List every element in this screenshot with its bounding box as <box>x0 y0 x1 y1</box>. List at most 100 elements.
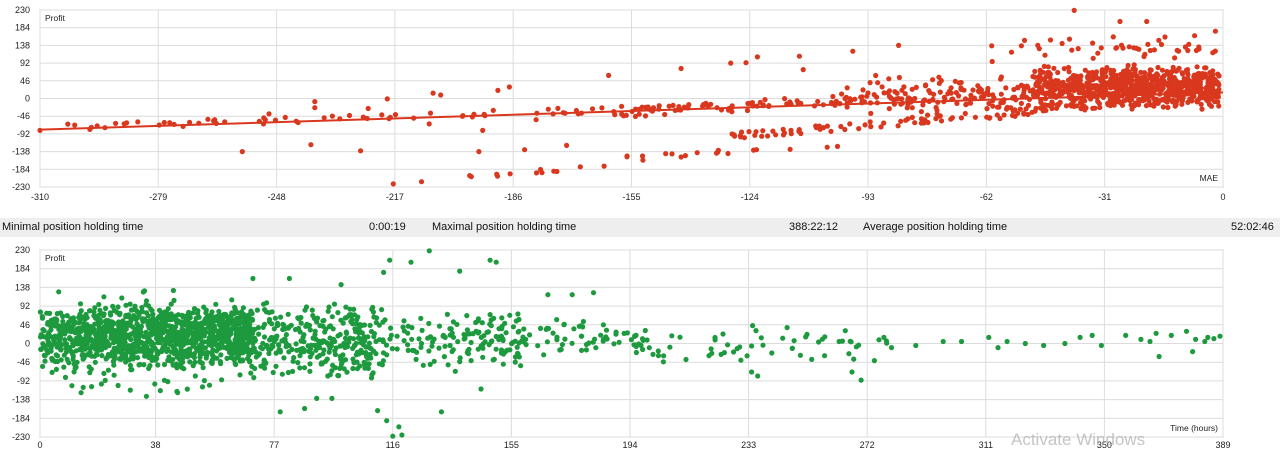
data-point <box>1027 88 1033 94</box>
data-point <box>782 96 788 102</box>
data-point <box>934 107 940 113</box>
data-point <box>1075 80 1081 86</box>
data-point <box>254 307 260 313</box>
data-point <box>132 303 138 309</box>
data-point <box>1113 90 1119 96</box>
data-point <box>121 324 127 330</box>
data-point <box>503 330 509 336</box>
data-point <box>1131 62 1137 68</box>
data-point <box>143 302 149 308</box>
data-point <box>600 322 607 328</box>
data-point <box>427 361 433 367</box>
data-point <box>350 336 357 342</box>
data-point <box>145 313 151 319</box>
data-point <box>1171 74 1177 81</box>
data-point <box>1211 336 1217 342</box>
data-point <box>198 351 204 357</box>
data-point <box>1098 45 1104 51</box>
data-point <box>98 347 105 353</box>
data-point <box>981 91 987 97</box>
data-point <box>335 310 341 316</box>
data-point <box>1078 100 1084 106</box>
data-point <box>426 348 432 354</box>
data-point <box>1117 99 1123 105</box>
data-point <box>493 346 499 352</box>
data-point <box>129 342 135 348</box>
data-point <box>995 345 1001 351</box>
holding-time-profit-chart: 0 38 77 116 155 194 233 272 311 350 389 230 184 138 92… <box>12 245 1231 450</box>
data-point <box>202 320 208 326</box>
data-point <box>1049 105 1055 112</box>
data-point <box>738 357 744 363</box>
data-point <box>426 320 432 327</box>
data-point <box>344 369 350 375</box>
data-point <box>58 342 65 348</box>
data-point <box>140 309 146 315</box>
x-tick-label: -217 <box>386 192 404 202</box>
data-point <box>110 358 116 365</box>
data-point <box>1098 342 1104 349</box>
data-point <box>302 405 308 412</box>
data-point <box>481 333 487 339</box>
data-point <box>225 337 231 343</box>
data-point <box>179 326 185 332</box>
data-point <box>335 333 341 339</box>
data-point <box>1202 338 1208 345</box>
data-point <box>442 343 448 349</box>
data-point <box>218 319 224 325</box>
data-point <box>881 334 887 340</box>
x-tick-label: -186 <box>504 192 522 202</box>
data-point <box>312 99 318 105</box>
data-point <box>1114 45 1120 51</box>
data-point <box>222 331 228 337</box>
data-point <box>329 113 335 119</box>
data-point <box>522 147 528 153</box>
data-point <box>846 351 852 357</box>
data-point <box>1147 338 1153 345</box>
data-point <box>494 171 500 177</box>
data-point <box>416 336 422 342</box>
data-point <box>1070 99 1076 105</box>
x-tick-label: -248 <box>268 192 286 202</box>
y-tick-label: 46 <box>20 76 30 86</box>
data-point <box>744 107 751 114</box>
data-point <box>270 343 276 350</box>
data-point <box>190 334 196 340</box>
data-point <box>1159 85 1165 91</box>
data-point <box>1144 18 1150 25</box>
data-point <box>506 84 512 90</box>
data-point <box>750 323 756 329</box>
data-point <box>632 333 638 339</box>
data-point <box>844 85 850 91</box>
data-point <box>441 354 447 360</box>
data-point <box>272 337 278 343</box>
data-point <box>1210 50 1216 56</box>
data-point <box>822 334 828 340</box>
data-point <box>1117 18 1123 25</box>
data-point <box>794 98 800 104</box>
data-point <box>102 377 108 383</box>
data-point <box>375 408 381 414</box>
data-point <box>325 308 331 314</box>
data-point <box>1179 71 1186 77</box>
data-point <box>1200 75 1206 81</box>
data-point <box>333 345 339 351</box>
data-point <box>418 340 425 347</box>
data-point <box>1124 67 1130 73</box>
data-point <box>859 94 865 100</box>
data-point <box>1065 77 1071 83</box>
mae-profit-chart: -310 -279 -248 -217 -186 -155 -124 -93 -62 -31 023… <box>12 5 1226 202</box>
data-point <box>115 304 121 310</box>
data-point <box>61 323 67 329</box>
data-point <box>252 365 258 372</box>
data-point <box>830 93 836 100</box>
data-point <box>45 338 51 344</box>
data-point <box>1169 69 1175 75</box>
data-point <box>1041 63 1047 69</box>
data-point <box>600 338 606 344</box>
data-point <box>1066 69 1072 75</box>
data-point <box>860 87 866 93</box>
data-point <box>624 153 630 159</box>
data-point <box>465 351 471 357</box>
data-point <box>678 65 684 72</box>
